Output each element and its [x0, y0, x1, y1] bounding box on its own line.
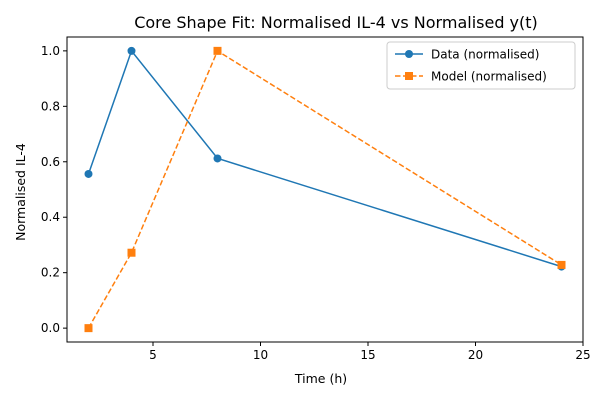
- y-tick-label: 0.2: [41, 266, 60, 280]
- y-axis-label: Normalised IL-4: [13, 143, 28, 241]
- model-point: [127, 248, 136, 257]
- data-point: [127, 46, 136, 55]
- model-point: [213, 46, 222, 55]
- x-tick-label: 15: [360, 348, 375, 362]
- legend-marker-1: [405, 50, 413, 58]
- legend-marker-2: [405, 72, 413, 80]
- y-tick-label: 1.0: [41, 44, 60, 58]
- x-tick-label: 5: [149, 348, 157, 362]
- legend-box: [386, 41, 576, 90]
- model-point: [557, 260, 566, 269]
- data-point: [213, 154, 222, 163]
- y-tick-label: 0.8: [41, 99, 60, 113]
- series-line-2: [87, 49, 562, 329]
- y-tick-label: 0.6: [41, 155, 60, 169]
- legend: Data (normalised) Model (normalised): [386, 41, 576, 90]
- axes-frame: [66, 36, 584, 343]
- x-tick-label: 25: [575, 348, 590, 362]
- x-tick-label: 10: [253, 348, 268, 362]
- plot-area: 5 10 15 20 25 0.0 0.2 0.4 0.6 0.8 1.0: [41, 36, 591, 362]
- legend-label-1: Data (normalised): [431, 48, 539, 62]
- data-point: [84, 169, 93, 178]
- series-line-1: [87, 49, 562, 268]
- x-tick-label: 20: [468, 348, 483, 362]
- legend-label-2: Model (normalised): [431, 70, 547, 84]
- model-point: [84, 324, 93, 333]
- y-tick-label: 0.0: [41, 321, 60, 335]
- y-tick-label: 0.4: [41, 210, 60, 224]
- chart-title: Core Shape Fit: Normalised IL-4 vs Norma…: [134, 13, 538, 32]
- x-axis-label: Time (h): [294, 371, 347, 386]
